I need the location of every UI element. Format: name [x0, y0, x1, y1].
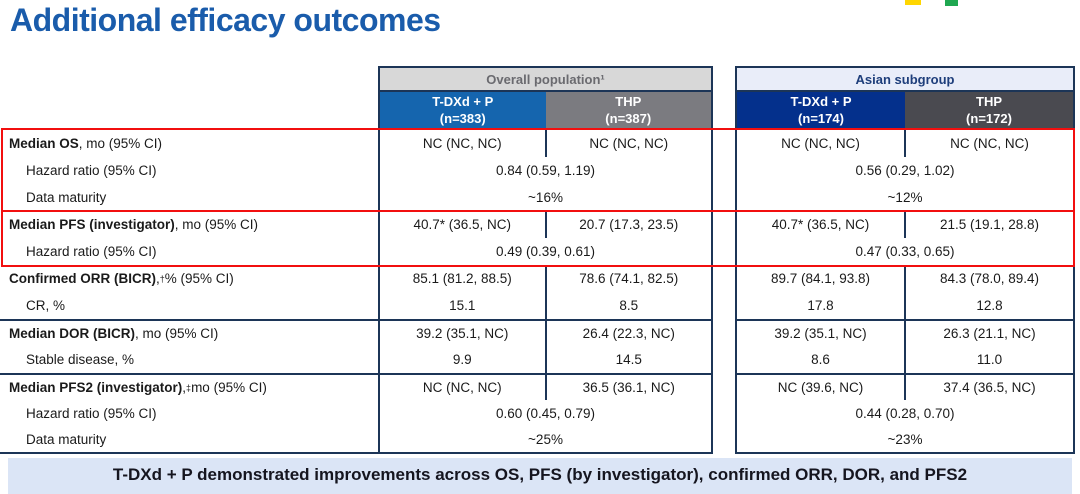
row-median-dor: Median DOR (BICR), mo (95% CI) 39.2 (35.…	[0, 319, 1075, 346]
cell-asian-span: 0.47 (0.33, 0.65)	[855, 244, 955, 259]
efficacy-table: Overall population¹ Asian subgroup T-DXd…	[0, 66, 1075, 454]
cell-asian-tdxd: 40.7* (36.5, NC)	[771, 217, 870, 232]
cell-asian-thp: 26.3 (21.1, NC)	[904, 321, 1073, 346]
cell-overall-tdxd: 40.7* (36.5, NC)	[413, 217, 512, 232]
cell-overall-thp: 36.5 (36.1, NC)	[544, 375, 712, 400]
cell-asian-tdxd: 8.6	[811, 352, 830, 367]
cell-asian-span: 0.44 (0.28, 0.70)	[855, 406, 955, 421]
cell-asian-tdxd: NC (NC, NC)	[781, 136, 860, 151]
cell-asian-thp: 21.5 (19.1, 28.8)	[904, 211, 1073, 238]
cell-asian-tdxd: 17.8	[807, 298, 834, 313]
group-header-asian-subgroup: Asian subgroup	[735, 66, 1075, 92]
cell-asian-span: ~23%	[887, 432, 923, 447]
summary-banner: T-DXd + P demonstrated improvements acro…	[8, 458, 1072, 494]
column-header-thp-overall: THP (n=387)	[545, 92, 711, 130]
row-label: Hazard ratio (95% CI)	[26, 163, 157, 178]
row-label: Hazard ratio (95% CI)	[26, 406, 157, 421]
row-stable-disease: Stable disease, % 9.9 14.5 8.6 11.0	[0, 346, 1075, 373]
row-os-data-maturity: Data maturity ~16% ~12%	[0, 184, 1075, 211]
cell-overall-span: ~25%	[528, 432, 563, 447]
row-median-pfs2: Median PFS2 (investigator), ‡ mo (95% CI)…	[0, 373, 1075, 400]
cell-asian-tdxd: 39.2 (35.1, NC)	[774, 326, 867, 341]
cell-overall-tdxd: 15.1	[449, 298, 476, 313]
cell-asian-thp: NC (NC, NC)	[904, 130, 1073, 157]
row-confirmed-orr: Confirmed ORR (BICR), † % (95% CI) 85.1 (…	[0, 265, 1075, 292]
logo-fragment-green-icon	[945, 0, 958, 6]
header-spacer	[0, 92, 378, 130]
row-median-pfs: Median PFS (investigator), mo (95% CI) 4…	[0, 211, 1075, 238]
cell-asian-tdxd: 89.7 (84.1, 93.8)	[770, 271, 871, 286]
row-label: Data maturity	[0, 427, 378, 454]
row-label: Median PFS (investigator), mo (95% CI)	[9, 217, 259, 232]
cell-asian-span: 0.56 (0.29, 1.02)	[855, 163, 955, 178]
column-header-tdxd-p-overall: T-DXd + P (n=383)	[380, 92, 546, 130]
row-label: Median OS, mo (95% CI)	[9, 136, 163, 151]
cell-overall-tdxd: 9.9	[452, 352, 472, 367]
cell-overall-span: 0.49 (0.39, 0.61)	[495, 244, 596, 259]
row-label: Confirmed ORR (BICR), † % (95% CI)	[9, 271, 234, 286]
row-pfs2-data-maturity: Data maturity ~25% ~23%	[0, 427, 1075, 454]
column-header-tdxd-p-asian: T-DXd + P (n=174)	[737, 92, 905, 130]
cell-overall-thp: 20.7 (17.3, 23.5)	[544, 211, 712, 238]
cell-asian-span: ~12%	[887, 190, 923, 205]
cell-asian-tdxd: NC (39.6, NC)	[777, 380, 864, 395]
row-label: Median PFS2 (investigator), ‡ mo (95% CI)	[0, 373, 378, 400]
row-label: CR, %	[26, 298, 66, 313]
group-header-overall-population: Overall population¹	[378, 66, 713, 92]
row-median-os: Median OS, mo (95% CI) NC (NC, NC) NC (NC…	[0, 130, 1075, 157]
row-label: Hazard ratio (95% CI)	[26, 244, 157, 259]
cell-overall-tdxd: NC (NC, NC)	[422, 380, 502, 395]
row-label: Stable disease, %	[26, 352, 135, 367]
arm-header-row: T-DXd + P (n=383) THP (n=387) T-DXd + P …	[0, 92, 1075, 130]
logo-fragment-yellow-icon	[905, 0, 921, 5]
cell-asian-thp: 12.8	[904, 292, 1073, 319]
row-label: Median DOR (BICR), mo (95% CI)	[0, 319, 378, 346]
cell-overall-thp: 14.5	[544, 346, 712, 373]
cell-overall-thp: 26.4 (22.3, NC)	[544, 321, 712, 346]
row-cr-percent: CR, % 15.1 8.5 17.8 12.8	[0, 292, 1075, 319]
group-gap	[713, 92, 735, 130]
group-header-row: Overall population¹ Asian subgroup	[0, 66, 1075, 92]
header-spacer	[0, 66, 378, 92]
column-header-thp-asian: THP (n=172)	[905, 92, 1073, 130]
cell-overall-span: 0.84 (0.59, 1.19)	[495, 163, 596, 178]
group-gap	[713, 66, 735, 92]
row-os-hazard-ratio: Hazard ratio (95% CI) 0.84 (0.59, 1.19) …	[0, 157, 1075, 184]
cell-overall-tdxd: NC (NC, NC)	[422, 136, 502, 151]
cell-overall-span: ~16%	[528, 190, 563, 205]
page-title: Additional efficacy outcomes	[10, 2, 441, 38]
cell-overall-thp: NC (NC, NC)	[544, 130, 712, 157]
cell-overall-tdxd: 39.2 (35.1, NC)	[416, 326, 509, 341]
row-pfs2-hazard-ratio: Hazard ratio (95% CI) 0.60 (0.45, 0.79) …	[0, 400, 1075, 427]
asian-arm-headers: T-DXd + P (n=174) THP (n=172)	[735, 92, 1075, 130]
row-label: Data maturity	[26, 190, 107, 205]
cell-overall-thp: 78.6 (74.1, 82.5)	[544, 265, 712, 292]
cell-overall-tdxd: 85.1 (81.2, 88.5)	[412, 271, 512, 286]
cell-asian-thp: 37.4 (36.5, NC)	[904, 375, 1073, 400]
row-pfs-hazard-ratio: Hazard ratio (95% CI) 0.49 (0.39, 0.61) …	[0, 238, 1075, 265]
cell-overall-span: 0.60 (0.45, 0.79)	[495, 406, 596, 421]
cell-asian-thp: 11.0	[904, 346, 1073, 373]
cell-asian-thp: 84.3 (78.0, 89.4)	[904, 265, 1073, 292]
overall-arm-headers: T-DXd + P (n=383) THP (n=387)	[378, 92, 713, 130]
cell-overall-thp: 8.5	[544, 292, 712, 319]
